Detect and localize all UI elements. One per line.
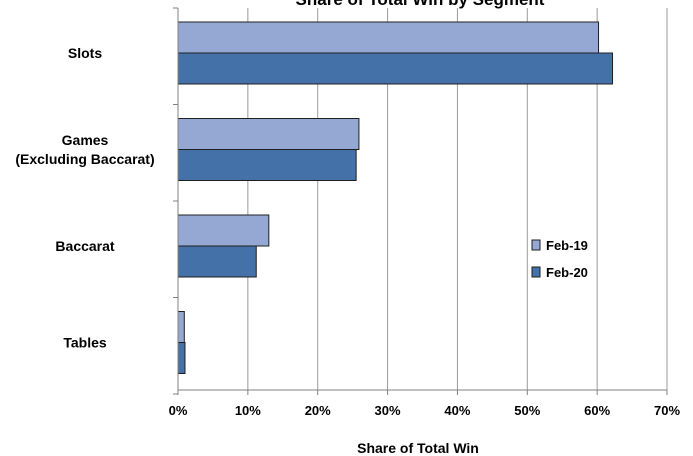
tick-labels: 0% 10% 20% 30% 40% 50% 60% 70% [169, 403, 681, 418]
x-tick-label: 20% [305, 403, 331, 418]
category-label: Games [62, 132, 109, 148]
x-tick-label: 70% [654, 403, 680, 418]
legend-label: Feb-19 [546, 238, 588, 253]
bars [177, 21, 614, 374]
bar-feb-20-0 [177, 52, 614, 85]
category-label: Tables [63, 335, 107, 351]
legend: Feb-19 Feb-20 [531, 238, 588, 280]
bar-feb-19-1 [177, 118, 360, 150]
bar-feb-20-3 [177, 342, 186, 374]
x-tick-label: 50% [514, 403, 540, 418]
bar-feb-20-1 [177, 149, 357, 181]
bar-feb-19-0 [177, 21, 600, 54]
bar-feb-19-3 [177, 311, 185, 343]
x-tick-label: 10% [235, 403, 261, 418]
legend-label: Feb-20 [546, 265, 588, 280]
category-label: Baccarat [55, 238, 114, 254]
category-label: (Excluding Baccarat) [15, 151, 154, 167]
category-labels: Slots Games (Excluding Baccarat) Baccarat Ta… [15, 45, 154, 351]
x-tick-label: 0% [169, 403, 188, 418]
bar-feb-19-2 [177, 214, 270, 247]
chart-title: Share of Total Win by Segment [296, 0, 545, 9]
x-axis-title: Share of Total Win [357, 440, 479, 456]
legend-swatch [531, 239, 541, 251]
category-label: Slots [68, 45, 102, 61]
x-tick-label: 30% [375, 403, 401, 418]
legend-swatch [531, 266, 541, 278]
bar-feb-20-2 [177, 245, 257, 278]
x-tick-label: 40% [444, 403, 470, 418]
x-tick-label: 60% [584, 403, 610, 418]
axes [173, 7, 668, 395]
